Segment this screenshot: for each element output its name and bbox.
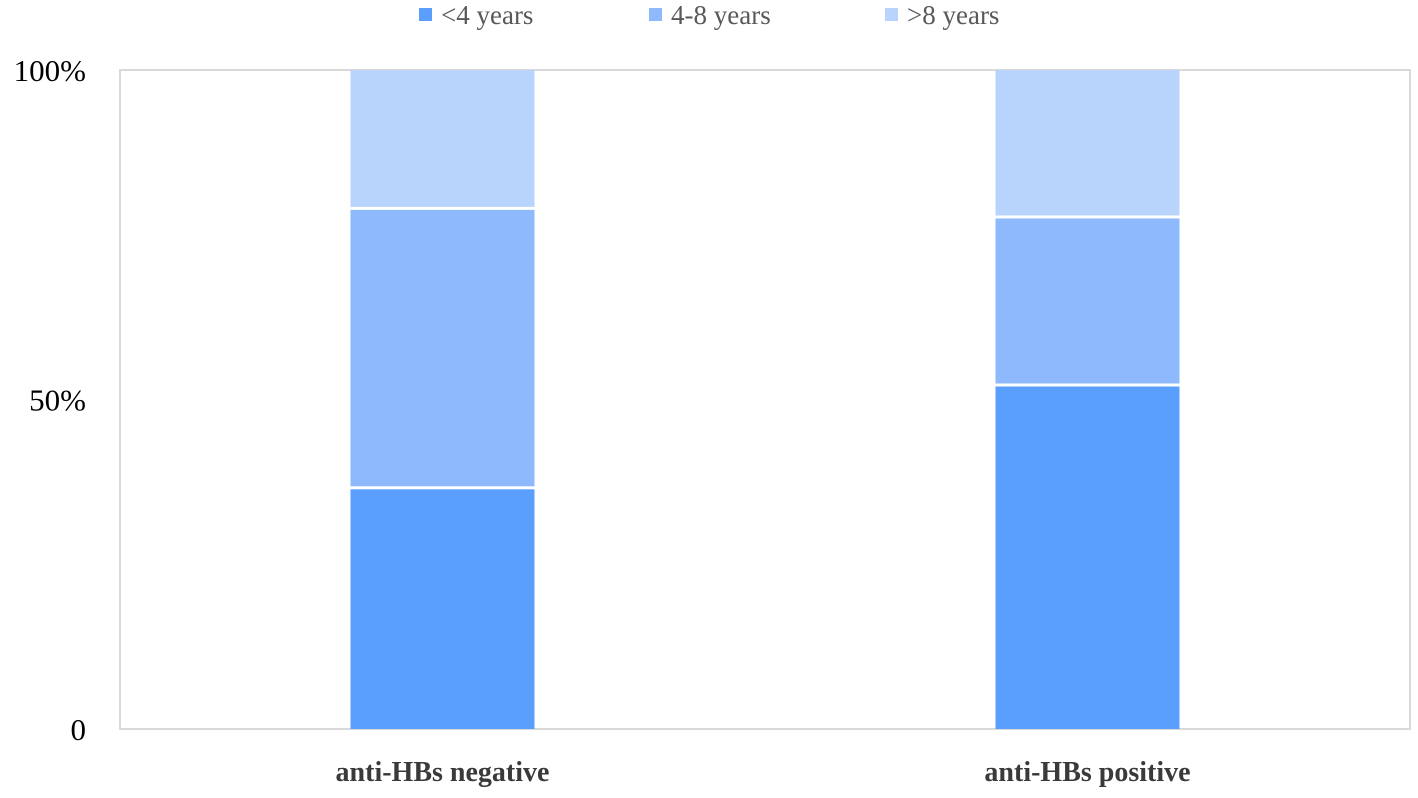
x-axis-tick-labels: anti-HBs negative anti-HBs positive: [336, 757, 1191, 788]
y-tick-label: 50%: [29, 383, 86, 418]
legend-swatch: [419, 8, 432, 21]
bar-segment: [350, 489, 535, 729]
bar-segment: [350, 209, 535, 487]
legend-label: <4 years: [441, 0, 533, 30]
y-tick-label: 100%: [14, 53, 86, 88]
plot-area-frame: [119, 69, 1411, 730]
y-tick-label: 0: [71, 712, 87, 747]
legend-swatch: [649, 8, 662, 21]
legend-label: >8 years: [907, 0, 999, 30]
bar-segment: [995, 218, 1180, 384]
x-tick-label: anti-HBs negative: [336, 757, 550, 788]
legend-label: 4-8 years: [671, 0, 771, 30]
legend-swatch: [885, 8, 898, 21]
bars: [350, 70, 1180, 729]
y-axis-tick-labels: 0 50% 100%: [14, 53, 86, 747]
x-tick-label: anti-HBs positive: [984, 757, 1190, 788]
bar-segment: [995, 386, 1180, 729]
bar-segment: [350, 70, 535, 207]
legend: <4 years 4-8 years >8 years: [419, 0, 999, 30]
bar-segment: [995, 70, 1180, 216]
